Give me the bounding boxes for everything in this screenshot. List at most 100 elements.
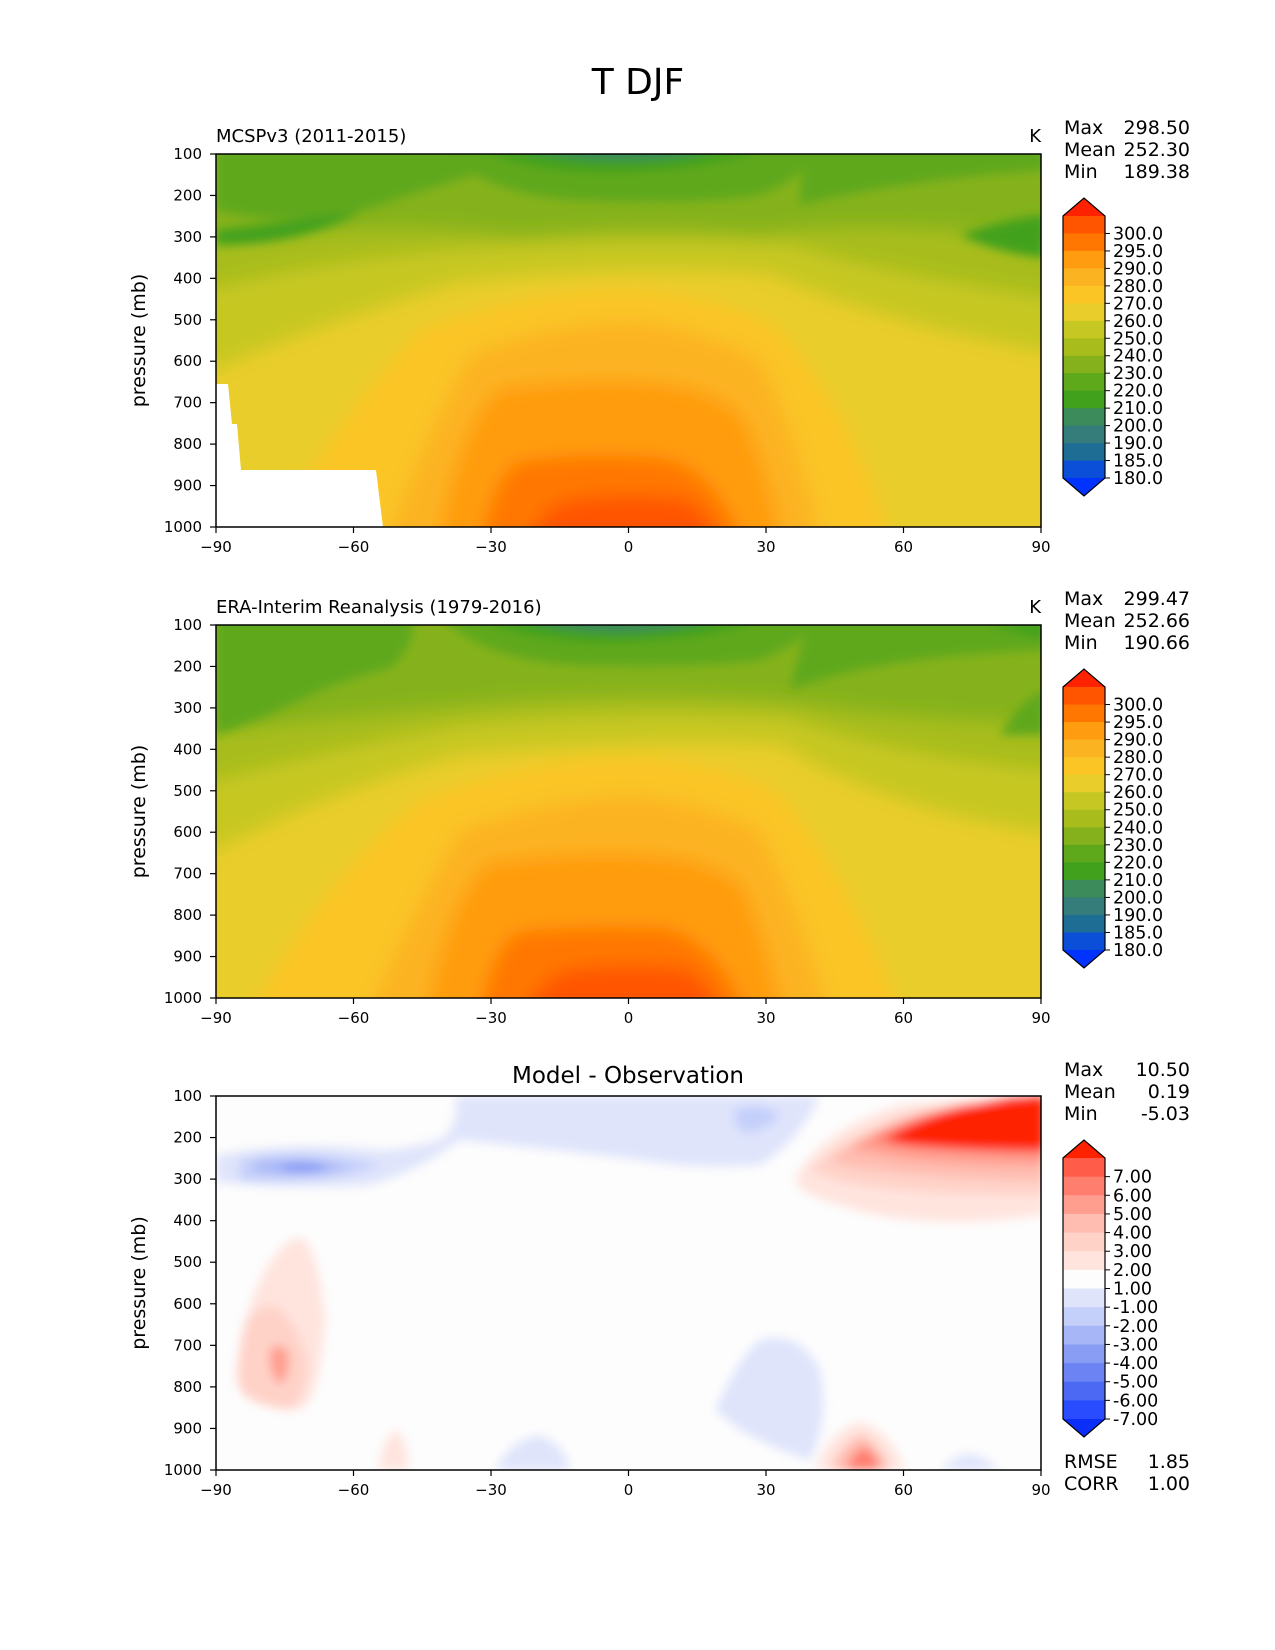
colorbar-segment xyxy=(1063,285,1105,304)
colorbar-label: 200.0 xyxy=(1113,888,1163,908)
colorbar-label: -7.00 xyxy=(1113,1410,1158,1430)
colorbar-segment xyxy=(1063,425,1105,444)
stat-value-max: 298.50 xyxy=(1124,117,1190,139)
colorbar-segment xyxy=(1063,844,1105,863)
y-tick-label: 500 xyxy=(173,1253,202,1271)
colorbar-extend-min xyxy=(1063,478,1105,496)
colorbar-label: -1.00 xyxy=(1113,1298,1158,1318)
y-tick-label: 200 xyxy=(173,1129,202,1147)
x-tick-label: 90 xyxy=(1031,538,1050,556)
colorbar-label: 270.0 xyxy=(1113,294,1163,314)
colorbar-segment xyxy=(1063,390,1105,409)
x-tick-label: −60 xyxy=(338,538,370,556)
y-tick-label: 300 xyxy=(173,699,202,717)
colorbar-segment xyxy=(1063,722,1105,741)
x-tick-label: −60 xyxy=(338,1481,370,1499)
colorbar-segment xyxy=(1063,1288,1105,1308)
x-tick-label: 30 xyxy=(756,1481,775,1499)
colorbar-segment xyxy=(1063,338,1105,357)
contour-fill-observation xyxy=(216,625,1041,998)
x-tick-label: −30 xyxy=(475,1009,507,1027)
y-tick-label: 500 xyxy=(173,782,202,800)
colorbar-segment xyxy=(1063,704,1105,723)
y-tick-label: 600 xyxy=(173,823,202,841)
colorbar-label: 230.0 xyxy=(1113,364,1163,384)
stat-label-max: Max xyxy=(1064,117,1103,139)
colorbar-label: 260.0 xyxy=(1113,783,1163,803)
y-tick-label: 800 xyxy=(173,1378,202,1396)
y-axis-label: pressure (mb) xyxy=(128,745,150,879)
y-tick-label: 600 xyxy=(173,352,202,370)
colorbar-segment xyxy=(1063,1213,1105,1234)
colorbar-label: 220.0 xyxy=(1113,382,1163,402)
contour-fill-difference xyxy=(216,1096,1041,1470)
units-label-observation: K xyxy=(1029,597,1042,618)
stat-value-rmse: 1.85 xyxy=(1148,1451,1190,1473)
x-tick-label: 0 xyxy=(624,1009,634,1027)
x-tick-label: 30 xyxy=(756,538,775,556)
colorbar-segment xyxy=(1063,303,1105,322)
colorbar-label: 300.0 xyxy=(1113,224,1163,244)
colorbar-segment xyxy=(1063,1381,1105,1401)
y-tick-label: 100 xyxy=(173,616,202,634)
colorbar-segment xyxy=(1063,1344,1105,1364)
colorbar-segment xyxy=(1063,757,1105,776)
contour-fill-model xyxy=(216,154,1041,527)
colorbar-segment xyxy=(1063,1158,1105,1178)
y-tick-label: 200 xyxy=(173,186,202,204)
panel-title-observation: ERA-Interim Reanalysis (1979-2016) xyxy=(216,597,542,618)
stat-value-min: 189.38 xyxy=(1124,161,1190,183)
y-tick-label: 700 xyxy=(173,1336,202,1354)
colorbar-label: 295.0 xyxy=(1113,242,1163,262)
stat-label-rmse: RMSE xyxy=(1064,1451,1118,1473)
y-tick-label: 300 xyxy=(173,1170,202,1188)
colorbar-segment xyxy=(1063,250,1105,269)
colorbar-segment xyxy=(1063,774,1105,793)
colorbar-label: 2.00 xyxy=(1113,1261,1152,1281)
colorbar-segment xyxy=(1063,827,1105,846)
colorbar-segment xyxy=(1063,792,1105,811)
panel-observation: −90 −60 −30 0 30 60 90 100 200 300 400 500 600 700 800… xyxy=(128,588,1190,1027)
colorbar-label: 295.0 xyxy=(1113,713,1163,733)
x-tick-label: 90 xyxy=(1031,1481,1050,1499)
colorbar-extend-max xyxy=(1063,198,1105,216)
colorbar-segment xyxy=(1063,216,1105,235)
colorbar-label: 1.00 xyxy=(1113,1280,1152,1300)
colorbar-segment xyxy=(1063,408,1105,427)
colorbar-segment xyxy=(1063,932,1105,951)
colorbar-segment xyxy=(1063,809,1105,828)
colorbar-label: 185.0 xyxy=(1113,923,1163,943)
colorbar-segment xyxy=(1063,443,1105,462)
colorbar-label: 190.0 xyxy=(1113,906,1163,926)
colorbar-segment xyxy=(1063,460,1105,479)
y-tick-label: 100 xyxy=(173,145,202,163)
colorbar-extend-min xyxy=(1063,950,1105,968)
stat-label-max: Max xyxy=(1064,1059,1103,1081)
colorbar-segment xyxy=(1063,1363,1105,1383)
y-axis-label: pressure (mb) xyxy=(128,1216,150,1350)
x-tick-label: −30 xyxy=(475,1481,507,1499)
colorbar-label: 200.0 xyxy=(1113,417,1163,437)
colorbar-label: 290.0 xyxy=(1113,259,1163,279)
colorbar-label: 250.0 xyxy=(1113,801,1163,821)
colorbar-segment xyxy=(1063,1325,1105,1346)
colorbar-segment xyxy=(1063,879,1105,898)
y-axis-label: pressure (mb) xyxy=(128,274,150,408)
stat-label-corr: CORR xyxy=(1064,1473,1119,1495)
stat-label-min: Min xyxy=(1064,1103,1098,1125)
colorbar-segment xyxy=(1063,914,1105,934)
colorbar-label: 280.0 xyxy=(1113,748,1163,768)
colorbar-label: 210.0 xyxy=(1113,399,1163,419)
x-tick-label: −30 xyxy=(475,538,507,556)
colorbar-segment xyxy=(1063,1269,1105,1290)
stat-label-mean: Mean xyxy=(1064,139,1116,161)
x-tick-label: 90 xyxy=(1031,1009,1050,1027)
y-tick-label: 700 xyxy=(173,865,202,883)
colorbar-label: 260.0 xyxy=(1113,312,1163,332)
y-tick-label: 600 xyxy=(173,1295,202,1313)
stat-value-max: 10.50 xyxy=(1136,1059,1190,1081)
stat-label-max: Max xyxy=(1064,588,1103,610)
colorbar-label: -5.00 xyxy=(1113,1373,1158,1393)
colorbar-label: 4.00 xyxy=(1113,1224,1152,1244)
x-tick-label: −90 xyxy=(200,1009,232,1027)
